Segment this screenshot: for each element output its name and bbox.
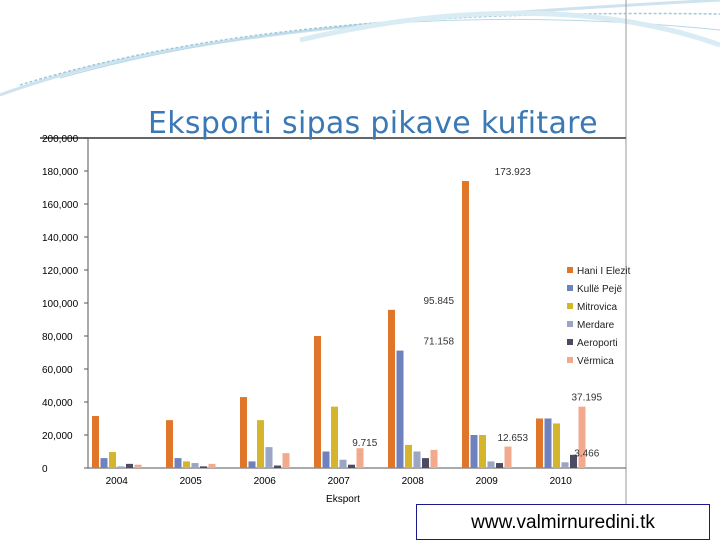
- x-tick-label: 2004: [106, 476, 129, 487]
- legend-swatch: [567, 267, 573, 273]
- bar: [553, 423, 560, 468]
- legend-swatch: [567, 303, 573, 309]
- bar: [265, 447, 273, 468]
- bar: [257, 420, 264, 468]
- data-label: 3.466: [574, 448, 599, 459]
- y-tick-label: 160,000: [42, 200, 79, 211]
- x-tick-label: 2008: [402, 476, 425, 487]
- bar: [208, 463, 216, 468]
- x-tick-label: 2009: [476, 476, 499, 487]
- bar: [578, 406, 586, 468]
- y-tick-label: 40,000: [42, 398, 73, 409]
- watermark-link[interactable]: www.valmirnuredini.tk: [416, 504, 710, 540]
- y-tick-label: 100,000: [42, 299, 79, 310]
- bar: [405, 444, 412, 468]
- bar: [413, 451, 421, 468]
- bar: [282, 453, 290, 468]
- legend-label: Merdare: [577, 320, 615, 331]
- legend-label: Hani I Elezit: [577, 266, 631, 277]
- y-tick-label: 180,000: [42, 167, 79, 178]
- y-tick-label: 140,000: [42, 233, 79, 244]
- bar: [570, 454, 577, 468]
- y-tick-label: 120,000: [42, 266, 79, 277]
- bar: [240, 397, 247, 468]
- bar: [339, 459, 347, 468]
- data-label: 173.923: [495, 167, 532, 178]
- data-label: 71.158: [423, 337, 454, 348]
- bar: [487, 461, 495, 468]
- x-tick-label: 2007: [328, 476, 351, 487]
- legend-swatch: [567, 285, 573, 291]
- bar: [134, 464, 142, 468]
- y-tick-label: 20,000: [42, 431, 73, 442]
- bar: [248, 461, 256, 468]
- bar: [314, 336, 321, 468]
- bar: [174, 458, 182, 468]
- chart-title: Eksporti sipas pikave kufitare: [148, 106, 598, 141]
- bar: [100, 458, 108, 468]
- bar: [348, 464, 355, 468]
- swoosh-line: [299, 10, 720, 48]
- data-label: 12.653: [497, 433, 528, 444]
- bar: [462, 181, 469, 469]
- y-tick-label: 60,000: [42, 365, 73, 376]
- bar: [92, 416, 99, 468]
- bar: [166, 420, 173, 468]
- bar: [430, 449, 438, 468]
- x-tick-label: 2005: [180, 476, 203, 487]
- y-tick-label: 200,000: [42, 134, 79, 145]
- bar: [200, 466, 207, 468]
- bar: [470, 435, 478, 468]
- bar: [191, 463, 199, 468]
- x-tick-label: 2006: [254, 476, 277, 487]
- bar: [544, 418, 552, 468]
- bar: [117, 466, 125, 468]
- legend-swatch: [567, 321, 573, 327]
- bar: [479, 435, 486, 468]
- bar: [356, 448, 364, 468]
- bar: [536, 418, 543, 468]
- legend-label: Vërmica: [577, 356, 614, 367]
- swoosh-line: [19, 12, 720, 86]
- bar: [322, 451, 330, 468]
- legend-swatch: [567, 357, 573, 363]
- bar: [422, 458, 429, 468]
- x-tick-label: 2010: [550, 476, 573, 487]
- data-label: 37.195: [571, 393, 602, 404]
- bar: [274, 465, 281, 468]
- bar: [183, 461, 190, 468]
- bar: [331, 406, 338, 468]
- bar: [504, 446, 512, 468]
- bar: [396, 350, 404, 468]
- bar: [109, 451, 116, 468]
- bar: [496, 463, 503, 468]
- data-label: 9.715: [352, 438, 377, 449]
- legend-label: Aeroporti: [577, 338, 618, 349]
- legend-label: Mitrovica: [577, 302, 617, 313]
- y-tick-label: 80,000: [42, 332, 73, 343]
- bar: [561, 462, 569, 468]
- x-axis-title: Eksport: [326, 494, 360, 505]
- bar: [126, 463, 133, 468]
- bar: [388, 309, 395, 468]
- legend-swatch: [567, 339, 573, 345]
- y-tick-label: 0: [42, 464, 48, 475]
- data-label: 95.845: [423, 296, 454, 307]
- legend-label: Kullë Pejë: [577, 284, 622, 295]
